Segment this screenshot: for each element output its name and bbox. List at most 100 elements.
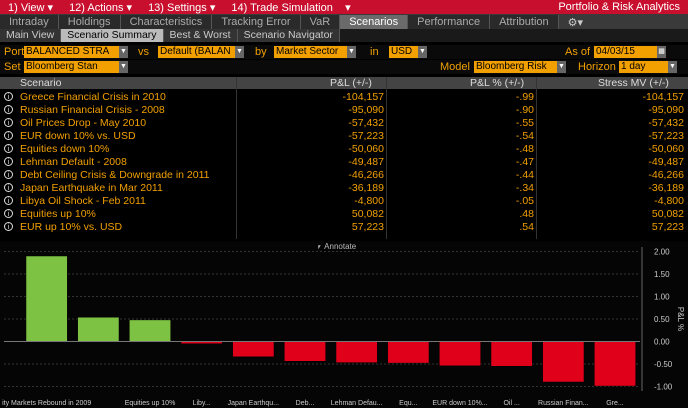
menu-view[interactable]: 1) View ▾ [8, 1, 54, 14]
annotate-button[interactable]: ⎖ Annotate [316, 242, 357, 251]
grid-header: Scenario P&L (+/-) P&L % (+/-) Stress MV… [0, 77, 688, 89]
x-tick-label: Russian Finan... [538, 400, 589, 407]
y-tick-label: 2.00 [654, 248, 670, 257]
bar [542, 341, 585, 383]
x-tick-label: Japan Earthqu... [228, 400, 279, 407]
x-tick-label: Liby... [193, 400, 211, 407]
vs-label: vs [138, 46, 149, 58]
tab-holdings[interactable]: Holdings [58, 15, 121, 29]
bar [335, 341, 378, 363]
horizon-label: Horizon [578, 61, 616, 73]
tab-characteristics[interactable]: Characteristics [120, 15, 213, 29]
x-tick-label: Deb... [296, 400, 315, 407]
bar [490, 341, 533, 367]
chevron-down-icon: ▼ [235, 46, 244, 58]
info-icon[interactable]: i [4, 170, 13, 179]
chevron-down-icon: ▼ [668, 61, 677, 73]
gear-icon[interactable]: ⚙▾ [567, 16, 584, 29]
table-row[interactable]: i Lehman Default - 2008 -49,487 -.47 -49,487 [0, 156, 688, 168]
model-label: Model [440, 61, 470, 73]
table-row[interactable]: i Equities down 10% -50,060 -.48 -50,060 [0, 143, 688, 155]
app-title: Portfolio & Risk Analytics [558, 1, 680, 13]
port-label: Port [4, 46, 25, 58]
info-icon[interactable]: i [4, 183, 13, 192]
bar [284, 341, 326, 362]
info-icon[interactable]: i [4, 92, 13, 101]
model-select[interactable]: Bloomberg Risk ▼ [474, 61, 566, 73]
menu-bar: 1) View ▾ 12) Actions ▾ 13) Settings ▾ 1… [0, 0, 688, 14]
table-row[interactable]: i Japan Earthquake in Mar 2011 -36,189 -.34… [0, 182, 688, 194]
set-select[interactable]: Bloomberg Stan ▼ [24, 61, 128, 73]
subtab-scenario-summary[interactable]: Scenario Summary [61, 29, 164, 42]
info-icon[interactable]: i [4, 131, 13, 140]
bar [387, 341, 430, 364]
tab-performance[interactable]: Performance [408, 15, 491, 29]
subtab-scenario-navigator[interactable]: Scenario Navigator [237, 29, 340, 42]
bar [77, 316, 120, 342]
info-icon[interactable]: i [4, 157, 13, 166]
table-row[interactable]: i Greece Financial Crisis in 2010 -104,157… [0, 91, 688, 103]
table-row[interactable]: i Oil Prices Drop - May 2010 -57,432 -.55 -5… [0, 117, 688, 129]
col-header-stress-mv[interactable]: Stress MV (+/-) [598, 77, 669, 89]
table-row[interactable]: i EUR down 10% vs. USD -57,223 -.54 -57,223 [0, 130, 688, 142]
as-of-label: As of [565, 46, 591, 58]
x-tick-label: Equities up 10% [125, 400, 176, 407]
info-icon[interactable]: i [4, 209, 13, 218]
info-icon[interactable]: i [4, 118, 13, 127]
chevron-down-icon: ▼ [557, 61, 566, 73]
controls-row-1: Port BALANCED STRA ▼ vs Default (BALAN ▼ b… [0, 45, 688, 59]
bar [232, 341, 275, 358]
tab-tracking-error[interactable]: Tracking Error [212, 15, 301, 29]
y-tick-label: -0.50 [654, 360, 673, 369]
horizon-select[interactable]: 1 day ▼ [619, 61, 677, 73]
chevron-down-icon: ▼ [347, 46, 356, 58]
info-icon[interactable]: i [4, 144, 13, 153]
info-icon[interactable]: i [4, 105, 13, 114]
table-row[interactable]: i Equities up 10% 50,082.48 50,082 [0, 208, 688, 220]
tab-intraday[interactable]: Intraday [0, 15, 59, 29]
table-row[interactable]: i EUR up 10% vs. USD 57,223.54 57,223 [0, 221, 688, 233]
subtab-best-worst[interactable]: Best & Worst [163, 29, 238, 42]
sub-tabs: Main View Scenario Summary Best & Worst … [0, 29, 688, 42]
table-row[interactable]: i Debt Ceiling Crisis & Downgrade in 2011… [0, 169, 688, 181]
as-of-date-input[interactable]: 04/03/15 ▦ [594, 46, 666, 58]
table-row[interactable]: i Russian Financial Crisis - 2008 -95,090-… [0, 104, 688, 116]
tab-attribution[interactable]: Attribution [490, 15, 559, 29]
y-tick-label: 0.00 [654, 338, 670, 347]
tab-var[interactable]: VaR [300, 15, 341, 29]
group-by-select[interactable]: Market Sector ▼ [274, 46, 356, 58]
subtab-main-view[interactable]: Main View [0, 29, 62, 42]
calendar-icon[interactable]: ▦ [657, 46, 666, 58]
x-tick-label: ity Markets Rebound in 2009 [2, 400, 91, 407]
main-tabs: Intraday Holdings Characteristics Tracki… [0, 14, 688, 29]
x-tick-label: Gre... [606, 400, 624, 407]
info-icon[interactable]: i [4, 222, 13, 231]
benchmark-select[interactable]: Default (BALAN ▼ [158, 46, 244, 58]
y-tick-label: -1.00 [654, 383, 673, 392]
x-tick-label: Lehman Defau... [331, 400, 383, 407]
set-label: Set [4, 61, 21, 73]
port-select[interactable]: BALANCED STRA ▼ [24, 46, 128, 58]
x-tick-label: Oil ... [503, 400, 519, 407]
x-tick-label: EUR down 10%... [432, 400, 487, 407]
bar [594, 341, 636, 387]
controls-row-2: Set Bloomberg Stan ▼ Model Bloomberg Risk… [0, 60, 688, 74]
chevron-down-icon: ▼ [119, 61, 128, 73]
y-axis-label: P&L % [676, 307, 685, 331]
y-tick-label: 1.50 [654, 270, 670, 279]
bar [439, 341, 481, 367]
col-header-scenario[interactable]: Scenario [20, 77, 62, 89]
in-label: in [370, 46, 379, 58]
menu-actions[interactable]: 12) Actions ▾ [69, 1, 133, 14]
info-icon[interactable]: i [4, 196, 13, 205]
col-header-pl[interactable]: P&L (+/-) [330, 77, 372, 89]
tab-scenarios[interactable]: Scenarios [340, 15, 409, 29]
pl-bar-chart[interactable]: 2.00 1.50 1.00 0.50 0.00 -0.50 -1.00 P&L % ity M… [0, 241, 688, 408]
chevron-down-icon: ▼ [418, 46, 427, 58]
menu-settings[interactable]: 13) Settings ▾ [148, 1, 216, 14]
table-row[interactable]: i Libya Oil Shock - Feb 2011 -4,800 -.05 -4,… [0, 195, 688, 207]
menu-trade-simulation[interactable]: 14) Trade Simulation ▾ [231, 1, 351, 14]
currency-select[interactable]: USD ▼ [389, 46, 427, 58]
col-header-pl-pct[interactable]: P&L % (+/-) [470, 77, 525, 89]
y-tick-label: 1.00 [654, 293, 670, 302]
